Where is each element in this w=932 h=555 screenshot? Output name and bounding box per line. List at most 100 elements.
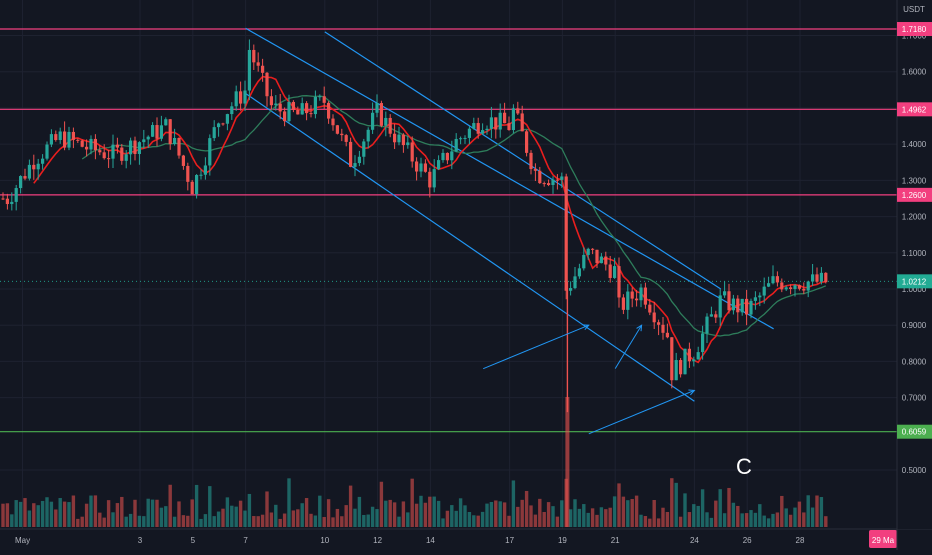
volume-bar: [230, 505, 234, 527]
volume-bar: [1, 503, 5, 527]
volume-bar: [353, 508, 357, 527]
volume-bar: [722, 513, 727, 527]
arrow-head: [636, 324, 643, 332]
volume-bar: [498, 501, 502, 527]
candle-body: [410, 142, 414, 162]
volume-spike: [565, 397, 570, 527]
candle-body: [71, 131, 75, 140]
time-axis[interactable]: May 3 5 7 10 12 14 17 19 21 24 26 28 29 Ma: [15, 530, 897, 548]
candle-body: [643, 287, 647, 305]
volume-bar: [287, 478, 291, 527]
volume-bar: [379, 481, 384, 527]
volume-bar: [621, 496, 626, 527]
volume-bar: [784, 508, 788, 527]
candle-body: [120, 147, 124, 161]
volume-bar: [634, 495, 639, 527]
candle-body: [674, 360, 678, 381]
price-tick-label: 0.8000: [902, 357, 927, 366]
volume-bar: [788, 514, 793, 527]
volume-bar: [643, 516, 648, 527]
candle-body: [784, 287, 788, 290]
volume-bar: [696, 505, 700, 527]
date-tick-label: 3: [138, 536, 143, 545]
date-tick-label: 28: [796, 536, 805, 545]
volume-bar: [155, 499, 159, 527]
volume-bar: [749, 510, 753, 527]
volume-bar: [520, 499, 524, 527]
candle-body: [164, 119, 168, 126]
candle-body: [775, 276, 779, 283]
candle-body: [665, 332, 669, 338]
volume-bar: [282, 513, 287, 527]
volume-bar: [313, 515, 318, 527]
volume-bar: [45, 497, 49, 527]
volume-bar: [401, 501, 406, 527]
candle-body: [353, 163, 357, 167]
price-tags: 1.7180 1.4962 1.2600 1.0212 0.6059: [897, 22, 932, 439]
candle-body: [225, 114, 229, 124]
candle-body: [652, 312, 656, 323]
volume-bar: [683, 493, 687, 527]
candle-body: [661, 324, 665, 333]
candle-body: [406, 142, 410, 146]
volume-bar: [274, 504, 278, 527]
volume-bar: [5, 503, 10, 527]
candle-body: [239, 91, 243, 104]
candle-body: [599, 256, 603, 264]
channel-line: [245, 92, 695, 402]
candle-body: [23, 176, 27, 179]
volume-bar: [450, 505, 454, 527]
candle-body: [718, 295, 722, 318]
candle-body: [142, 139, 146, 143]
volume-bar: [485, 503, 489, 527]
volume-bar: [731, 502, 736, 527]
candle-body: [85, 146, 89, 150]
date-tick-label: 17: [505, 536, 514, 545]
candle-body: [80, 140, 84, 147]
volume-bar: [423, 502, 428, 527]
candle-body: [129, 140, 133, 155]
candle-body: [683, 348, 687, 375]
volume-bar: [740, 513, 744, 527]
candle-body: [679, 360, 683, 375]
volume-bar: [106, 500, 111, 527]
candle-body: [349, 141, 353, 167]
candle-body: [371, 112, 375, 130]
volume-bar: [586, 512, 590, 527]
candle-body: [701, 333, 705, 353]
date-tick-label: 26: [743, 536, 752, 545]
volume-bar: [709, 517, 714, 527]
candle-body: [243, 90, 247, 104]
candle-body: [613, 266, 617, 278]
candle-body: [203, 165, 207, 175]
candle-body: [432, 169, 436, 188]
candle-body: [124, 154, 128, 161]
volume-bar: [397, 516, 401, 527]
volume-bar: [102, 517, 106, 527]
volume-bar: [410, 478, 414, 527]
candle-body: [137, 142, 141, 154]
volume-bar: [296, 509, 300, 527]
candle-body: [190, 181, 194, 195]
volume-bar: [560, 500, 564, 527]
volume-bar: [502, 502, 507, 527]
price-tag: [897, 22, 932, 37]
volume-bar: [344, 505, 348, 527]
volume-bar: [98, 512, 102, 527]
volume-bars: [1, 397, 828, 527]
candle-body: [102, 152, 106, 159]
candle-body: [362, 141, 366, 157]
candle-body: [498, 112, 502, 130]
volume-bar: [186, 515, 190, 527]
price-tick-label: 1.2000: [902, 213, 927, 222]
volume-bar: [467, 511, 472, 527]
candle-body: [5, 198, 9, 205]
candle-body: [507, 123, 511, 131]
volume-bar: [516, 506, 520, 527]
candles: [1, 39, 828, 413]
volume-bar: [511, 480, 516, 527]
candle-body: [608, 264, 612, 278]
volume-bar: [177, 501, 181, 527]
